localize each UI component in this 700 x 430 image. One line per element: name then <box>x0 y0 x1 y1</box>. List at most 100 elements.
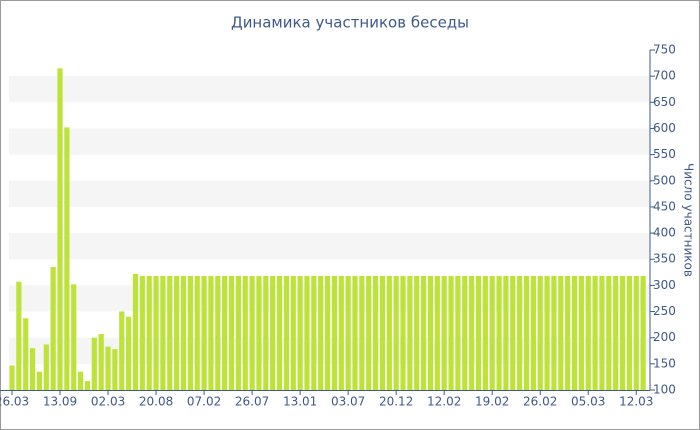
y-tick-label: 150 <box>653 356 676 370</box>
bar <box>338 275 344 390</box>
bar <box>126 316 132 390</box>
bar <box>571 275 578 390</box>
bar <box>448 275 454 390</box>
bar <box>619 275 626 390</box>
bar <box>544 275 550 390</box>
bar <box>112 349 118 390</box>
x-tick-label: 26.03 <box>0 395 29 409</box>
bar <box>407 275 413 390</box>
bar <box>626 275 632 390</box>
y-tick-label: 250 <box>653 304 676 318</box>
bar <box>503 275 509 390</box>
x-tick-label: 12.03 <box>619 395 653 409</box>
bar <box>139 275 145 390</box>
y-tick-label: 750 <box>653 43 676 57</box>
bar <box>558 275 564 390</box>
y-tick-label: 100 <box>653 383 676 397</box>
bar <box>359 275 365 390</box>
bar <box>537 275 543 390</box>
y-axis-title: Число участников <box>682 163 696 277</box>
bar <box>578 275 584 390</box>
x-tick-label: 12.02 <box>427 395 461 409</box>
bar <box>606 275 612 390</box>
bar <box>187 275 193 390</box>
bar <box>283 275 289 390</box>
grid-band <box>9 76 650 103</box>
bar <box>510 275 516 390</box>
bar <box>640 275 646 390</box>
bar <box>523 275 530 390</box>
y-tick-label: 650 <box>653 95 676 109</box>
y-tick-label: 350 <box>653 252 676 266</box>
bar <box>153 275 159 390</box>
bar <box>517 275 523 390</box>
x-tick-label: 03.07 <box>331 395 365 409</box>
bar <box>311 275 317 390</box>
grid-band <box>9 128 650 155</box>
chart-title: Динамика участников беседы <box>231 14 469 32</box>
bar <box>249 275 255 390</box>
bar <box>592 275 598 390</box>
y-tick-label: 500 <box>653 173 676 187</box>
bar <box>352 275 358 390</box>
bar <box>98 334 104 390</box>
bar <box>331 275 338 390</box>
x-tick-label: 19.02 <box>475 395 509 409</box>
y-tick-label: 550 <box>653 147 676 161</box>
bar <box>489 275 495 390</box>
bar <box>201 275 207 390</box>
bar <box>372 275 379 390</box>
x-tick-label: 07.02 <box>187 395 221 409</box>
bar <box>345 275 351 390</box>
bar <box>43 344 49 390</box>
bar <box>613 275 619 390</box>
bar <box>270 275 276 390</box>
bar <box>304 275 310 390</box>
bar <box>208 275 214 390</box>
x-tick-label: 02.03 <box>91 395 125 409</box>
x-tick-label: 13.09 <box>43 395 77 409</box>
y-tick-label: 450 <box>653 199 676 213</box>
bar <box>318 275 324 390</box>
bar <box>263 275 269 390</box>
y-tick-label: 600 <box>653 121 676 135</box>
bar <box>235 275 241 390</box>
bar <box>71 284 77 390</box>
bar <box>29 348 36 390</box>
bar <box>427 275 434 390</box>
bar <box>599 275 605 390</box>
bar <box>9 365 15 390</box>
x-tick-label: 26.02 <box>523 395 557 409</box>
bar <box>585 275 591 390</box>
x-tick-label: 20.08 <box>139 395 173 409</box>
bar <box>290 275 296 390</box>
bar <box>530 275 536 390</box>
bar <box>174 275 180 390</box>
bar <box>421 275 427 390</box>
y-tick-label: 200 <box>653 330 676 344</box>
bar <box>242 275 248 390</box>
bar <box>551 275 557 390</box>
bar <box>324 275 331 390</box>
bar <box>565 275 571 390</box>
bar <box>496 275 502 390</box>
bar <box>633 275 639 390</box>
bar <box>105 346 111 390</box>
bar <box>215 275 221 390</box>
y-tick-label: 400 <box>653 226 676 240</box>
bar <box>36 371 43 390</box>
x-tick-label: 26.07 <box>235 395 269 409</box>
bar <box>393 275 399 390</box>
bar <box>167 275 173 390</box>
bar <box>57 68 63 391</box>
bar <box>16 281 22 390</box>
bar <box>462 275 468 390</box>
bar <box>119 311 125 390</box>
grid-band <box>9 233 650 260</box>
bar <box>469 275 475 390</box>
bar <box>386 275 392 390</box>
bar <box>256 275 262 390</box>
bar <box>379 275 386 390</box>
bar <box>160 275 166 390</box>
